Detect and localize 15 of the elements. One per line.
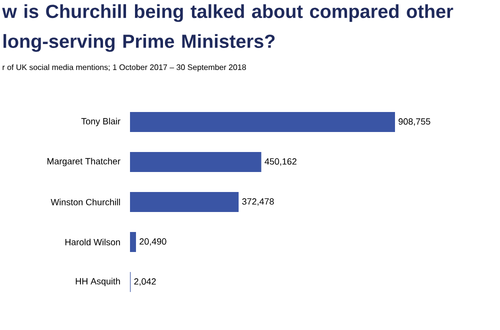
bar (130, 192, 239, 212)
y-tick-label: HH Asquith (76, 278, 120, 286)
data-label: 2,042 (134, 278, 156, 286)
bar (130, 152, 262, 172)
data-label: 450,162 (264, 158, 296, 166)
chart-title: w is Churchill being talked about compared other long-serving Prime Ministers? (2, 4, 454, 52)
y-tick-label: Margaret Thatcher (47, 158, 120, 166)
y-tick-label: Winston Churchill (50, 198, 120, 206)
data-label: 372,478 (242, 198, 274, 206)
bar (130, 232, 136, 252)
y-tick-label: Harold Wilson (65, 238, 120, 246)
data-label: 908,755 (398, 118, 430, 126)
bar (130, 112, 395, 132)
data-label: 20,490 (140, 238, 166, 246)
y-tick-label: Tony Blair (81, 118, 120, 126)
